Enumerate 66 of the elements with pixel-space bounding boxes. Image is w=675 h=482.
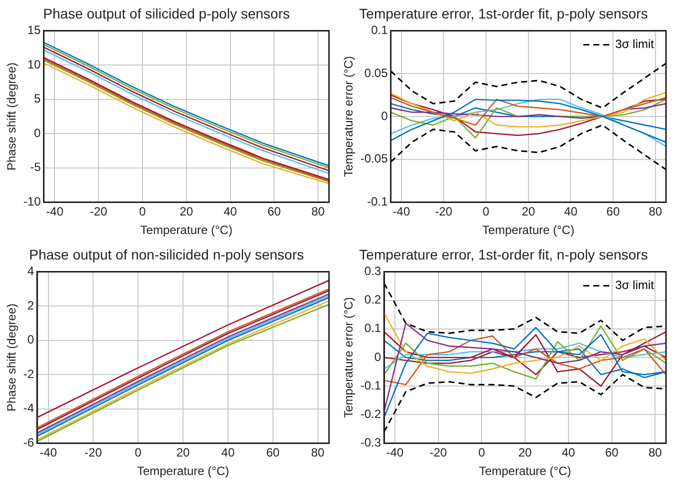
x-tick-label: 0	[478, 446, 486, 460]
x-tick-label: -40	[46, 204, 64, 219]
x-tick-label: 20	[522, 204, 536, 219]
x-tick-label: -40	[40, 446, 58, 460]
y-tick-label: 10	[27, 57, 42, 72]
y-tick-label: 0.05	[364, 66, 388, 80]
y-tick-label: 0	[381, 108, 388, 123]
x-tick-label: 0	[134, 446, 142, 460]
y-tick-label: 0.2	[364, 292, 382, 307]
x-axis-title: Temperature (°C)	[482, 223, 574, 238]
y-tick-label: -0.1	[367, 194, 388, 209]
x-tick-label: -40	[386, 446, 404, 460]
y-axis-title: Temperature error (°C)	[342, 56, 356, 177]
x-axis-title: Temperature (°C)	[136, 464, 230, 478]
y-tick-label: 0.1	[371, 23, 388, 38]
legend-label: 3σ limit	[615, 37, 655, 52]
y-tick-label: -0.2	[360, 406, 382, 421]
x-tick-label: -20	[90, 204, 108, 219]
x-axis-title: Temperature (°C)	[478, 464, 572, 478]
x-tick-label: 40	[564, 204, 578, 219]
y-tick-label: -4	[23, 401, 34, 416]
x-tick-label: 20	[180, 204, 194, 219]
x-tick-label: 80	[311, 204, 326, 219]
chart-title: Phase output of non-silicided n-poly sensors	[29, 246, 304, 262]
y-tick-label: -10	[23, 194, 42, 209]
y-tick-label: 15	[27, 23, 42, 38]
chart-title: Temperature error, 1st-order fit, p-poly sensors	[359, 5, 648, 22]
x-tick-label: 80	[648, 446, 662, 460]
x-tick-label: -20	[435, 204, 453, 219]
y-tick-label: 0	[374, 350, 382, 364]
x-tick-label: 40	[221, 446, 235, 460]
x-tick-label: 80	[311, 446, 325, 460]
chart-title: Temperature error, 1st-order fit, n-poly sensors	[359, 246, 648, 262]
legend-label: 3σ limit	[615, 278, 655, 292]
x-tick-label: 80	[648, 204, 662, 219]
y-tick-label: 5	[34, 92, 42, 106]
x-tick-label: 60	[266, 446, 280, 460]
y-tick-label: -0.3	[360, 436, 382, 450]
x-tick-label: 40	[562, 446, 576, 460]
x-axis-title: Temperature (°C)	[140, 223, 232, 238]
y-axis-title: Phase shift (degree)	[4, 62, 19, 171]
x-tick-label: -40	[392, 204, 410, 219]
x-tick-label: 20	[518, 446, 532, 460]
x-tick-label: 20	[176, 446, 190, 460]
y-tick-label: 0	[34, 126, 42, 140]
x-tick-label: 0	[139, 204, 146, 219]
y-tick-label: 0	[27, 332, 34, 347]
x-tick-label: 0	[482, 204, 490, 219]
y-tick-label: -0.05	[360, 152, 388, 166]
y-tick-label: -5	[30, 160, 42, 174]
y-tick-label: -2	[23, 366, 34, 381]
y-tick-label: 4	[27, 264, 34, 278]
y-tick-label: 2	[27, 298, 34, 312]
y-tick-label: -0.1	[360, 378, 382, 392]
x-tick-label: -20	[84, 446, 102, 460]
x-tick-label: 60	[267, 204, 282, 219]
x-tick-label: 60	[605, 446, 619, 460]
y-axis-title: Temperature error (°C)	[342, 297, 356, 418]
x-tick-label: -20	[430, 446, 448, 460]
y-tick-label: 0.3	[364, 264, 382, 278]
x-tick-label: 60	[606, 204, 620, 219]
y-tick-label: -6	[23, 436, 34, 450]
x-tick-label: 40	[224, 204, 238, 219]
y-tick-label: 0.1	[364, 321, 382, 336]
chart-title: Phase output of silicided p-poly sensors	[43, 5, 290, 22]
y-axis-title: Phase shift (degree)	[4, 303, 19, 412]
